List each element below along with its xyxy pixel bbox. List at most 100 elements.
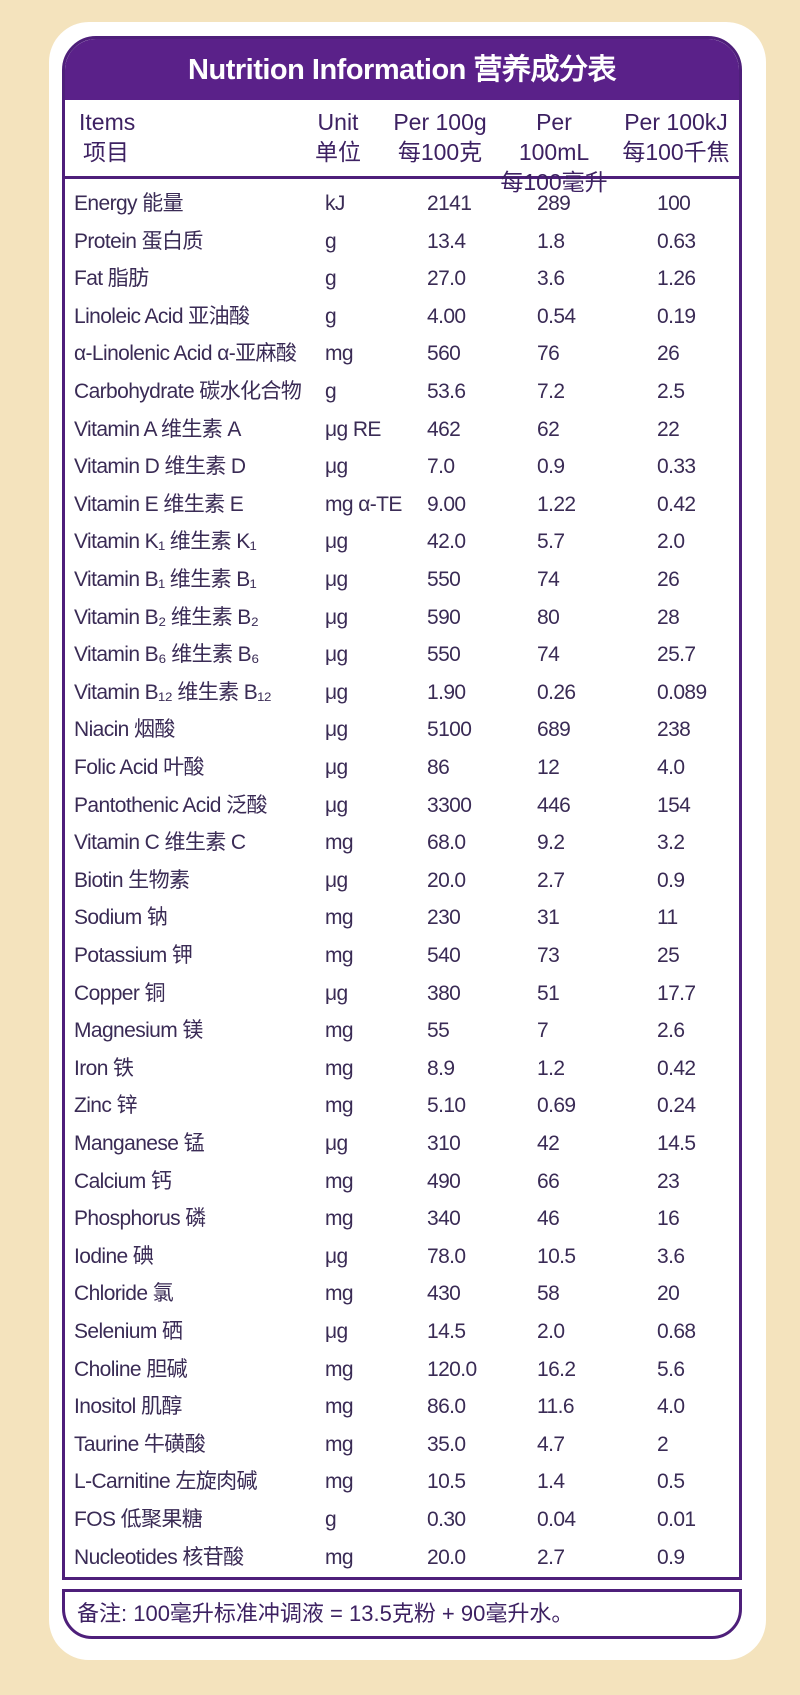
cell-item: Manganese 锰 — [74, 1132, 205, 1155]
table-title: Nutrition Information 营养成分表 — [65, 39, 739, 100]
cell-per100ml: 74 — [537, 643, 560, 667]
cell-per100ml: 0.26 — [537, 680, 576, 704]
table-row: Calcium 钙 mg 490 66 23 — [65, 1163, 739, 1201]
table-row: Copper 铜 μg 380 51 17.7 — [65, 975, 739, 1013]
cell-unit: mg — [325, 1432, 354, 1456]
cell-item: Choline 胆碱 — [74, 1357, 188, 1381]
header-items: Items 项目 — [79, 107, 135, 167]
cell-unit: μg — [325, 718, 348, 742]
cell-per100kj: 22 — [657, 417, 680, 441]
cell-unit: μg — [325, 455, 348, 479]
cell-per100ml: 689 — [537, 718, 571, 742]
cell-per100kj: 0.9 — [657, 1545, 685, 1569]
cell-per100kj: 3.2 — [657, 831, 685, 855]
footnote: 备注: 100毫升标准冲调液 = 13.5克粉 + 90毫升水。 — [62, 1589, 742, 1639]
cell-per100ml: 80 — [537, 605, 560, 629]
table-row: Vitamin K₁ 维生素 K₁ μg 42.0 5.7 2.0 — [65, 523, 739, 561]
cell-item: FOS 低聚果糖 — [74, 1508, 203, 1531]
table-row: Vitamin E 维生素 E mg α-TE 9.00 1.22 0.42 — [65, 486, 739, 524]
cell-unit: mg — [325, 1094, 354, 1118]
cell-per100ml: 73 — [537, 944, 560, 967]
cell-per100ml: 12 — [537, 756, 560, 779]
cell-item: Copper 铜 — [74, 981, 166, 1005]
cell-item: Nucleotides 核苷酸 — [74, 1545, 244, 1569]
header-per100kj-zh: 每100千焦 — [622, 139, 730, 165]
cell-per100g: 380 — [427, 981, 461, 1005]
cell-unit: μg — [325, 756, 348, 779]
table-row: Energy 能量 kJ 2141 289 100 — [65, 185, 739, 223]
cell-item: Folic Acid 叶酸 — [74, 756, 205, 779]
cell-per100g: 42.0 — [427, 530, 466, 554]
cell-per100g: 20.0 — [427, 1545, 466, 1569]
cell-per100g: 3300 — [427, 793, 472, 817]
cell-per100kj: 28 — [657, 605, 680, 629]
cell-per100ml: 5.7 — [537, 530, 565, 554]
cell-per100g: 540 — [427, 944, 461, 967]
table-row: Vitamin C 维生素 C mg 68.0 9.2 3.2 — [65, 824, 739, 862]
cell-item: Biotin 生物素 — [74, 868, 190, 892]
cell-per100g: 68.0 — [427, 831, 466, 855]
cell-unit: kJ — [325, 192, 345, 215]
cell-per100ml: 66 — [537, 1169, 560, 1193]
cell-per100g: 1.90 — [427, 680, 466, 704]
table-row: Taurine 牛磺酸 mg 35.0 4.7 2 — [65, 1426, 739, 1464]
cell-per100g: 5.10 — [427, 1094, 466, 1118]
table-row: Iron 铁 mg 8.9 1.2 0.42 — [65, 1050, 739, 1088]
table-row: Vitamin D 维生素 D μg 7.0 0.9 0.33 — [65, 448, 739, 486]
cell-per100kj: 2.5 — [657, 380, 685, 403]
cell-item: L-Carnitine 左旋肉碱 — [74, 1470, 258, 1494]
table-header: Items 项目 Unit 单位 Per 100g 每100克 Per 100mL 每1… — [65, 100, 739, 195]
cell-per100kj: 0.5 — [657, 1470, 685, 1494]
cell-per100ml: 74 — [537, 568, 560, 591]
cell-item: Zinc 锌 — [74, 1094, 138, 1118]
cell-unit: mg — [325, 1169, 354, 1193]
cell-per100kj: 5.6 — [657, 1357, 685, 1381]
table-row: L-Carnitine 左旋肉碱 mg 10.5 1.4 0.5 — [65, 1463, 739, 1501]
cell-unit: μg — [325, 643, 348, 667]
cell-item: Vitamin B₂ 维生素 B₂ — [74, 605, 259, 629]
cell-per100ml: 2.7 — [537, 1545, 565, 1569]
cell-per100ml: 11.6 — [537, 1395, 575, 1419]
header-per100g-zh: 每100克 — [397, 139, 483, 165]
table-row: Choline 胆碱 mg 120.0 16.2 5.6 — [65, 1351, 739, 1389]
cell-per100kj: 4.0 — [657, 756, 685, 779]
header-per100g: Per 100g 每100克 — [390, 107, 490, 167]
table-row: Pantothenic Acid 泛酸 μg 3300 446 154 — [65, 787, 739, 825]
cell-per100kj: 3.6 — [657, 1244, 685, 1268]
table-row: α-Linolenic Acid α-亚麻酸 mg 560 76 26 — [65, 335, 739, 373]
cell-per100ml: 76 — [537, 342, 560, 366]
cell-per100kj: 0.33 — [657, 455, 696, 479]
cell-per100g: 2141 — [427, 192, 472, 215]
cell-per100g: 550 — [427, 643, 461, 667]
table-row: Folic Acid 叶酸 μg 86 12 4.0 — [65, 749, 739, 787]
cell-per100kj: 25.7 — [657, 643, 696, 667]
label-card — [49, 22, 766, 1660]
cell-per100kj: 154 — [657, 793, 691, 817]
cell-item: Potassium 钾 — [74, 944, 193, 967]
table-row: Inositol 肌醇 mg 86.0 11.6 4.0 — [65, 1388, 739, 1426]
cell-per100ml: 1.4 — [537, 1470, 565, 1494]
table-row: Vitamin A 维生素 A μg RE 462 62 22 — [65, 411, 739, 449]
cell-per100kj: 0.089 — [657, 680, 707, 704]
table-row: Protein 蛋白质 g 13.4 1.8 0.63 — [65, 223, 739, 261]
cell-per100ml: 7.2 — [537, 380, 565, 403]
cell-per100kj: 4.0 — [657, 1395, 685, 1419]
cell-unit: μg — [325, 680, 348, 704]
cell-per100ml: 16.2 — [537, 1357, 576, 1381]
header-per100kj: Per 100kJ 每100千焦 — [620, 107, 732, 167]
cell-item: Calcium 钙 — [74, 1169, 172, 1193]
cell-item: Niacin 烟酸 — [74, 718, 175, 742]
cell-per100g: 4.00 — [427, 304, 466, 328]
cell-per100g: 20.0 — [427, 868, 466, 892]
cell-per100ml: 51 — [537, 981, 560, 1005]
cell-item: Pantothenic Acid 泛酸 — [74, 793, 267, 817]
table-row: Iodine 碘 μg 78.0 10.5 3.6 — [65, 1238, 739, 1276]
table-row: Vitamin B₁₂ 维生素 B₁₂ μg 1.90 0.26 0.089 — [65, 674, 739, 712]
cell-per100g: 9.00 — [427, 492, 466, 516]
cell-item: Vitamin C 维生素 C — [74, 831, 246, 855]
cell-per100g: 78.0 — [427, 1244, 466, 1268]
cell-unit: g — [325, 267, 337, 291]
cell-item: Linoleic Acid 亚油酸 — [74, 304, 250, 328]
cell-unit: mg — [325, 1545, 354, 1569]
cell-per100kj: 0.19 — [657, 304, 696, 328]
